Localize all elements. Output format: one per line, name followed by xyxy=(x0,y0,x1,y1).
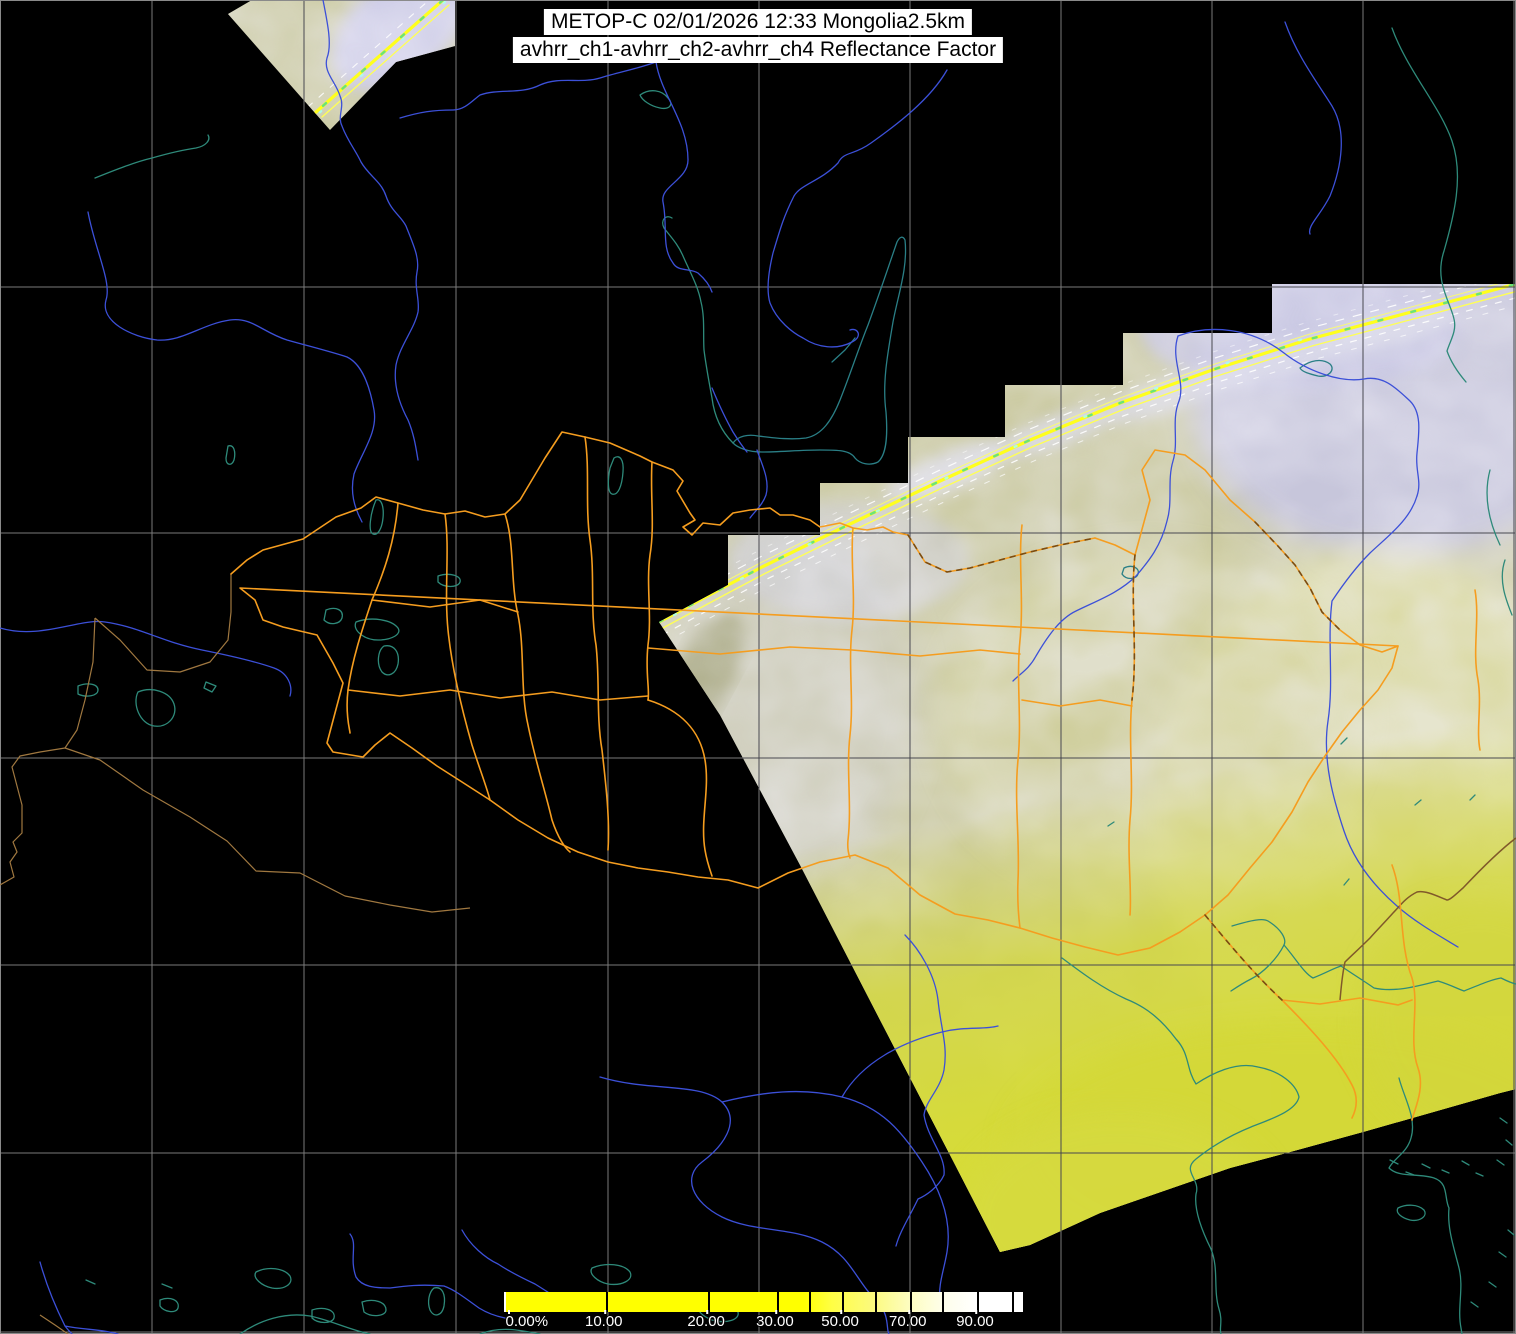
water-layer xyxy=(77,27,1516,1334)
colorbar-gradient xyxy=(504,1292,1023,1312)
colorbar-tick xyxy=(941,1292,944,1312)
title-block: METOP-C 02/01/2026 12:33 Mongolia2.5km a… xyxy=(512,9,1004,65)
province-borders-layer xyxy=(230,431,1481,1121)
country-borders-layer xyxy=(0,574,1516,1334)
colorbar-label: 70.00 xyxy=(889,1310,927,1330)
colorbar-tick xyxy=(875,1292,878,1312)
colorbar-tick xyxy=(808,1292,811,1312)
colorbar-tick xyxy=(708,1292,711,1312)
specular-scan-line xyxy=(308,0,1516,643)
product-title-line1: METOP-C 02/01/2026 12:33 Mongolia2.5km xyxy=(543,9,972,35)
colorbar-tick xyxy=(842,1292,845,1312)
colorbar-minitick xyxy=(907,1310,910,1314)
colorbar-tick xyxy=(776,1292,779,1312)
product-title-line2: avhrr_ch1-avhrr_ch2-avhrr_ch4 Reflectanc… xyxy=(512,37,1004,63)
colorbar-label: 10.00 xyxy=(585,1310,623,1330)
colorbar-minitick xyxy=(603,1310,606,1314)
colorbar-minitick xyxy=(974,1310,977,1314)
colorbar-label: 30.00 xyxy=(756,1310,794,1330)
colorbar-label: 0.00% xyxy=(506,1310,548,1330)
colorbar-tick xyxy=(976,1292,979,1312)
colorbar-label: 90.00 xyxy=(956,1310,994,1330)
colorbar-tick xyxy=(605,1292,608,1312)
colorbar-minitick xyxy=(507,1310,510,1314)
colorbar-label: 50.00 xyxy=(821,1310,859,1330)
colorbar-tick xyxy=(1012,1292,1015,1312)
colorbar-labels: 0.00% 10.00 20.00 30.00 50.00 70.00 90.00 xyxy=(504,1310,1021,1331)
rivers-layer xyxy=(0,0,1459,1334)
colorbar-minitick xyxy=(706,1310,709,1314)
colorbar-label: 20.00 xyxy=(687,1310,725,1330)
colorbar-tick xyxy=(909,1292,912,1312)
colorbar-minitick xyxy=(774,1310,777,1314)
colorbar-minitick xyxy=(840,1310,843,1314)
